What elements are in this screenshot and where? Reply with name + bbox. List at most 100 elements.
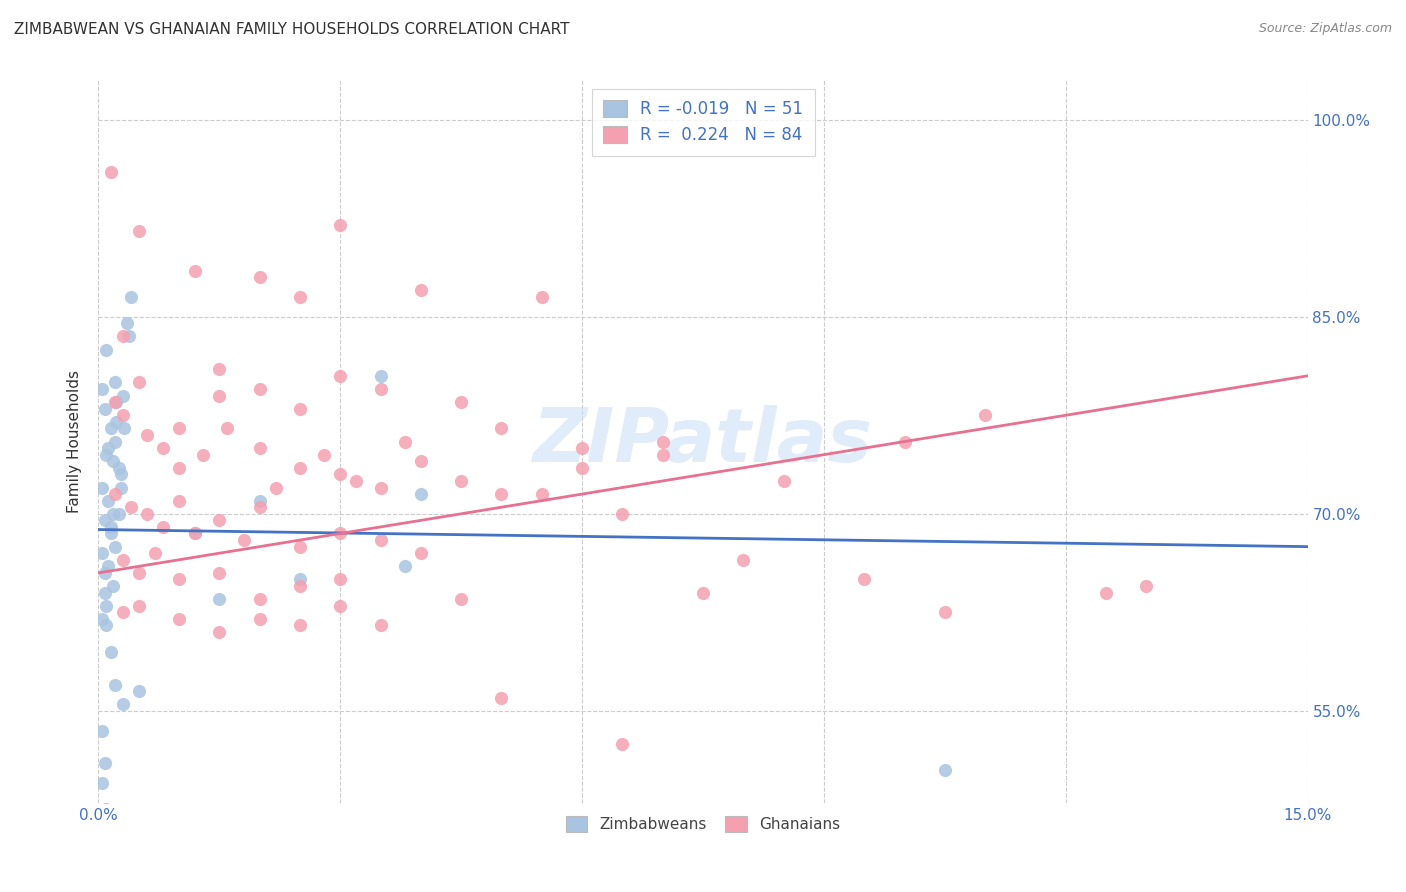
Point	[100, 520, 122, 534]
Point	[96, 802, 118, 816]
Point	[208, 625, 231, 640]
Point	[96, 618, 118, 632]
Point	[288, 540, 311, 554]
Point	[370, 481, 392, 495]
Point	[112, 421, 135, 435]
Point	[167, 612, 190, 626]
Point	[450, 395, 472, 409]
Point	[208, 513, 231, 527]
Point	[167, 573, 190, 587]
Point	[107, 507, 129, 521]
Point	[110, 467, 132, 482]
Point	[96, 448, 118, 462]
Point	[91, 612, 114, 626]
Point	[249, 493, 271, 508]
Point	[249, 500, 271, 515]
Point	[409, 487, 432, 501]
Point	[94, 566, 117, 580]
Point	[111, 605, 134, 619]
Point	[111, 329, 134, 343]
Point	[344, 474, 367, 488]
Point	[530, 487, 553, 501]
Point	[772, 474, 794, 488]
Point	[208, 388, 231, 402]
Point	[135, 428, 157, 442]
Point	[167, 493, 190, 508]
Point	[370, 533, 392, 547]
Point	[409, 454, 432, 468]
Point	[97, 441, 120, 455]
Point	[91, 546, 114, 560]
Point	[394, 434, 416, 449]
Point	[103, 540, 125, 554]
Point	[111, 698, 134, 712]
Point	[184, 264, 207, 278]
Point	[105, 415, 128, 429]
Point	[100, 165, 122, 179]
Point	[249, 612, 271, 626]
Point	[264, 481, 287, 495]
Point	[91, 481, 114, 495]
Point	[128, 566, 150, 580]
Point	[571, 460, 593, 475]
Point	[101, 507, 124, 521]
Point	[329, 467, 352, 482]
Point	[1095, 585, 1118, 599]
Y-axis label: Family Households: Family Households	[67, 370, 83, 513]
Point	[974, 409, 997, 423]
Point	[409, 284, 432, 298]
Point	[184, 526, 207, 541]
Point	[128, 599, 150, 613]
Point	[94, 401, 117, 416]
Point	[450, 474, 472, 488]
Point	[111, 388, 134, 402]
Point	[152, 520, 174, 534]
Point	[128, 224, 150, 238]
Point	[128, 684, 150, 698]
Point	[651, 448, 673, 462]
Point	[232, 533, 254, 547]
Point	[167, 421, 190, 435]
Point	[571, 441, 593, 455]
Point	[409, 546, 432, 560]
Point	[111, 553, 134, 567]
Point	[733, 553, 755, 567]
Text: Source: ZipAtlas.com: Source: ZipAtlas.com	[1258, 22, 1392, 36]
Point	[329, 368, 352, 383]
Point	[101, 454, 124, 468]
Point	[530, 290, 553, 304]
Point	[893, 434, 915, 449]
Point	[110, 481, 132, 495]
Point	[288, 618, 311, 632]
Point	[100, 526, 122, 541]
Point	[692, 585, 714, 599]
Point	[91, 723, 114, 738]
Point	[167, 460, 190, 475]
Point	[208, 566, 231, 580]
Point	[107, 460, 129, 475]
Point	[612, 507, 634, 521]
Point	[208, 592, 231, 607]
Point	[91, 776, 114, 790]
Point	[94, 513, 117, 527]
Point	[249, 592, 271, 607]
Point	[612, 737, 634, 751]
Point	[152, 441, 174, 455]
Point	[120, 500, 142, 515]
Point	[103, 677, 125, 691]
Text: ZIPatlas: ZIPatlas	[533, 405, 873, 478]
Point	[288, 460, 311, 475]
Point	[193, 448, 215, 462]
Point	[491, 690, 513, 705]
Point	[128, 376, 150, 390]
Point	[208, 362, 231, 376]
Point	[329, 599, 352, 613]
Point	[105, 395, 128, 409]
Point	[217, 421, 239, 435]
Point	[491, 487, 513, 501]
Point	[288, 579, 311, 593]
Point	[1135, 579, 1157, 593]
Point	[288, 290, 311, 304]
Point	[100, 645, 122, 659]
Point	[329, 218, 352, 232]
